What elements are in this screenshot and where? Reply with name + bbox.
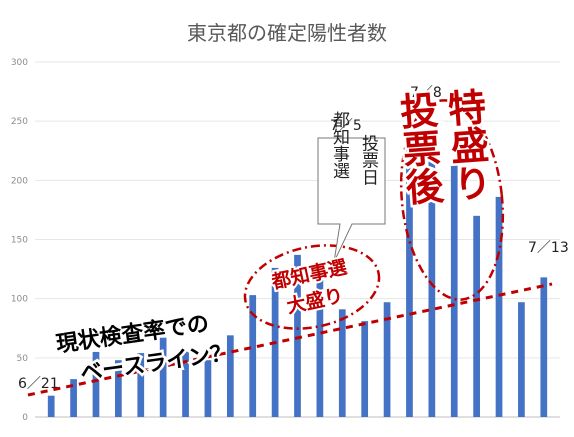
y-tick-label: 150 bbox=[11, 236, 28, 246]
y-tick-label: 250 bbox=[11, 117, 28, 127]
bar-7-10 bbox=[473, 215, 480, 417]
moriori-ellipse bbox=[243, 244, 381, 330]
bar-6-23 bbox=[92, 351, 100, 417]
bar-7-12 bbox=[518, 302, 525, 417]
bar-6-27 bbox=[182, 349, 189, 417]
bar-6-29 bbox=[226, 335, 234, 417]
callout-vote-day: 投票日 bbox=[358, 134, 379, 185]
bar-7-4 bbox=[338, 309, 346, 417]
bar-6-26 bbox=[159, 337, 167, 417]
bars bbox=[47, 118, 548, 418]
y-tick-label: 100 bbox=[11, 295, 28, 305]
bar-6-30 bbox=[249, 295, 257, 417]
bar-6-25 bbox=[137, 353, 145, 417]
baseline-trend-line bbox=[27, 282, 553, 397]
bar-7-3 bbox=[316, 275, 324, 417]
date-label-jul8: 7／8 bbox=[410, 85, 442, 101]
bar-7-8 bbox=[428, 138, 436, 417]
tokumori-text-col2: 投票後 bbox=[392, 90, 444, 207]
bar-7-2 bbox=[294, 254, 301, 417]
callout-governor-election: 都知事選 bbox=[329, 111, 350, 179]
y-axis-ticks: 0 50 100 150 200 250 300 bbox=[11, 58, 28, 423]
bar-7-7 bbox=[406, 118, 413, 418]
tokumori-text-col1: 特盛り bbox=[440, 87, 492, 204]
date-label-start: 6／21 bbox=[18, 376, 59, 392]
bar-7-5 bbox=[361, 321, 369, 417]
y-tick-label: 50 bbox=[17, 354, 29, 364]
election-callout-bubble bbox=[317, 137, 386, 263]
bar-7-13 bbox=[540, 277, 548, 417]
bar-6-22 bbox=[70, 379, 77, 417]
bar-6-21 bbox=[47, 395, 55, 417]
bar-7-9 bbox=[450, 164, 458, 417]
y-tick-label: 200 bbox=[11, 176, 28, 186]
bar-7-11 bbox=[495, 196, 503, 417]
bar-7-6 bbox=[383, 302, 391, 417]
date-label-jul5: 7／5 bbox=[330, 118, 362, 134]
y-tick-label: 300 bbox=[11, 58, 28, 68]
bar-6-24 bbox=[115, 360, 122, 417]
tokumori-ellipse bbox=[399, 99, 505, 301]
chart-title: 東京都の確定陽性者数 bbox=[187, 21, 387, 45]
y-tick-label: 0 bbox=[22, 413, 28, 423]
bar-6-28 bbox=[204, 360, 212, 417]
tokumori-annotation: 特盛り 投票後 bbox=[390, 84, 495, 209]
date-label-end: 7／13 bbox=[528, 240, 569, 256]
